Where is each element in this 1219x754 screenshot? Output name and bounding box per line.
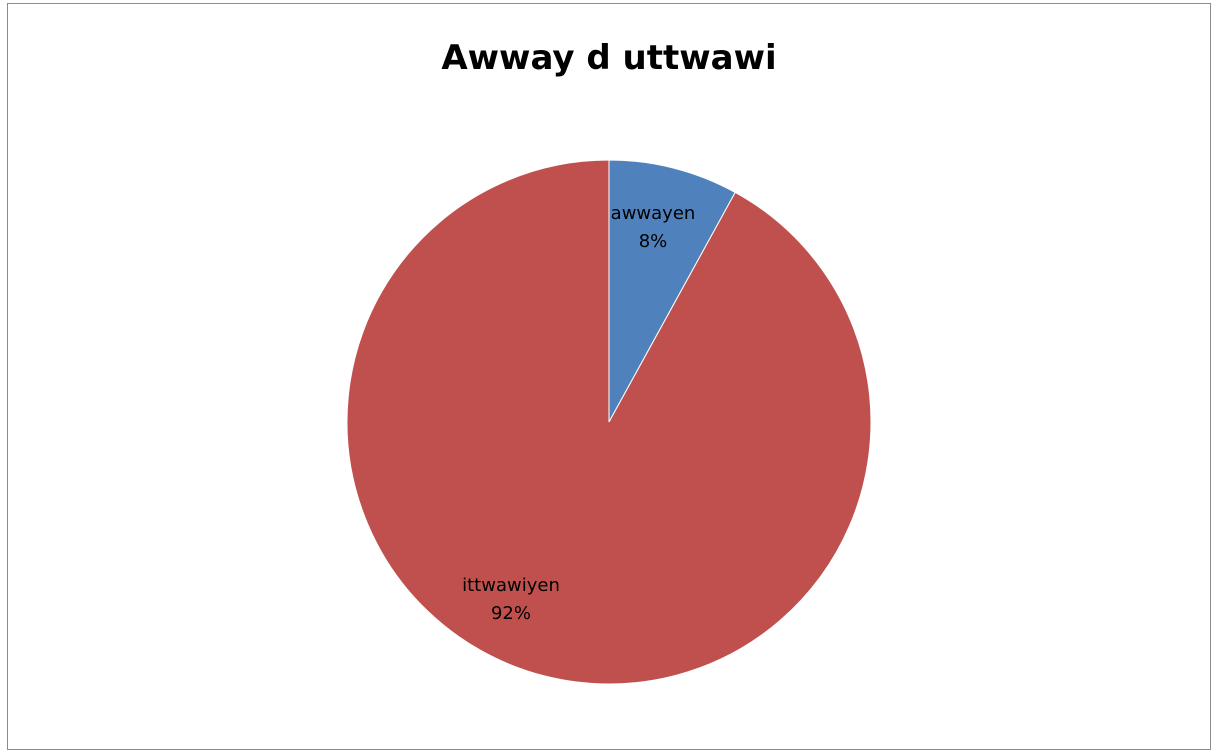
chart-area: Awway d uttwawi awwayen 8% ittwawiyen 92%: [7, 3, 1211, 750]
slice-label-ittwawiyen: ittwawiyen: [462, 575, 560, 596]
pie-labels: awwayen 8% ittwawiyen 92%: [462, 203, 695, 624]
pie-slices: [346, 159, 872, 685]
slice-value-ittwawiyen: 92%: [491, 603, 531, 624]
slice-label-awwayen: awwayen: [611, 203, 696, 224]
pie-slice-awwayen: [608, 159, 736, 423]
pie-chart: awwayen 8% ittwawiyen 92%: [346, 159, 872, 685]
chart-title: Awway d uttwawi: [441, 38, 777, 78]
slice-value-awwayen: 8%: [639, 231, 668, 252]
pie-slice-ittwawiyen: [346, 159, 872, 685]
